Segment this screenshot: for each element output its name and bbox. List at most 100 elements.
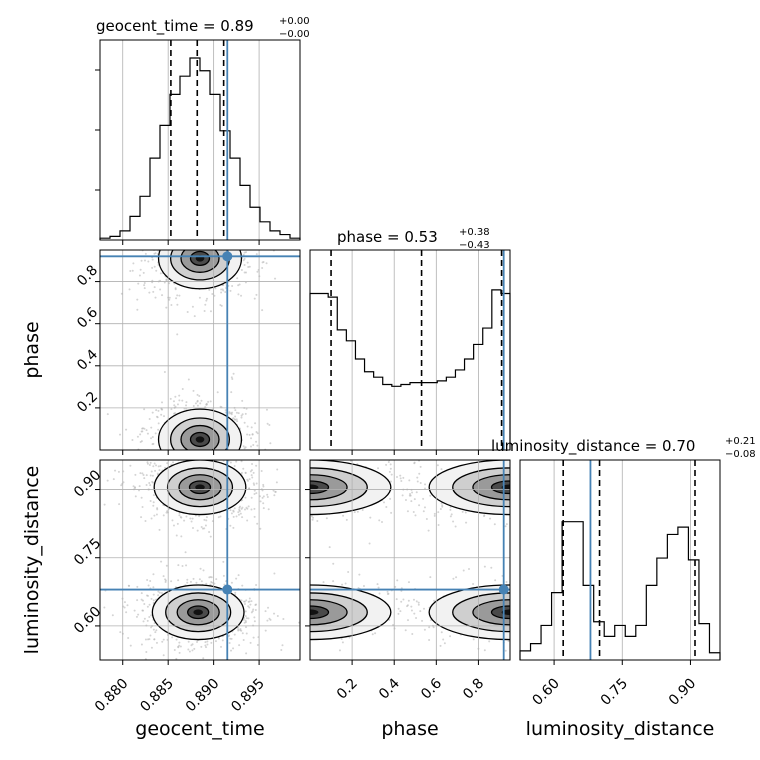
sample-point bbox=[214, 640, 217, 643]
sample-point bbox=[188, 247, 190, 249]
sample-point bbox=[188, 456, 190, 458]
sample-point bbox=[440, 631, 443, 634]
sample-point bbox=[249, 456, 251, 458]
sample-point bbox=[244, 615, 247, 618]
sample-point bbox=[449, 508, 452, 511]
sample-point bbox=[235, 577, 238, 580]
sample-point bbox=[237, 412, 240, 415]
sample-point bbox=[343, 457, 345, 459]
sample-point bbox=[175, 456, 177, 458]
sample-point bbox=[344, 582, 347, 585]
sample-point bbox=[166, 510, 169, 513]
sample-point bbox=[163, 370, 166, 373]
sample-point bbox=[377, 467, 380, 470]
sample-point bbox=[149, 474, 152, 477]
sample-point bbox=[185, 455, 187, 457]
sample-point bbox=[424, 487, 427, 490]
sample-point bbox=[380, 521, 383, 524]
sample-point bbox=[185, 453, 187, 455]
sample-point bbox=[204, 303, 207, 306]
sample-point bbox=[150, 437, 153, 440]
sample-point bbox=[135, 615, 138, 618]
sample-point bbox=[440, 502, 443, 505]
sample-point bbox=[315, 450, 317, 452]
sample-point bbox=[232, 647, 235, 650]
sample-point bbox=[490, 566, 493, 569]
sample-point bbox=[177, 564, 180, 567]
sample-point bbox=[154, 252, 157, 255]
sample-point bbox=[175, 456, 177, 458]
sample-point bbox=[272, 489, 275, 492]
panel-luminosity-distance-vs-geocent-time: 0.880 0.885 0.890 0.895 0.60 0.75 0.90 bbox=[71, 455, 301, 715]
sample-point bbox=[220, 304, 223, 307]
sample-point bbox=[144, 519, 147, 522]
sample-point bbox=[186, 311, 189, 314]
sample-point bbox=[358, 573, 361, 576]
sample-point bbox=[515, 620, 517, 622]
sample-point bbox=[322, 452, 324, 454]
title-luminosity-distance-sup: +0.21 bbox=[725, 436, 756, 447]
sample-point bbox=[195, 247, 197, 249]
sample-point bbox=[245, 246, 247, 248]
sample-point bbox=[240, 416, 243, 419]
sample-point bbox=[429, 576, 432, 579]
sample-point bbox=[493, 523, 496, 526]
sample-point bbox=[418, 504, 421, 507]
sample-point bbox=[245, 652, 248, 655]
sample-point bbox=[244, 619, 247, 622]
sample-point bbox=[142, 473, 145, 476]
sample-point bbox=[181, 388, 184, 391]
tick-label-y: 0.60 bbox=[71, 604, 104, 637]
sample-point bbox=[255, 440, 258, 443]
sample-point bbox=[125, 428, 128, 431]
sample-point bbox=[515, 662, 517, 664]
sample-point bbox=[158, 469, 161, 472]
sample-point bbox=[211, 581, 214, 584]
sample-point bbox=[252, 608, 255, 611]
sample-point bbox=[252, 471, 255, 474]
sample-point bbox=[256, 432, 259, 435]
sample-point bbox=[152, 494, 155, 497]
sample-point bbox=[146, 605, 149, 608]
sample-point bbox=[258, 455, 260, 457]
sample-point bbox=[181, 244, 183, 246]
sample-point bbox=[256, 444, 259, 447]
sample-point bbox=[158, 452, 160, 454]
sample-point bbox=[155, 243, 157, 245]
sample-point bbox=[154, 246, 156, 248]
sample-point bbox=[253, 620, 256, 623]
sample-point bbox=[514, 613, 516, 615]
sample-point bbox=[159, 465, 162, 468]
sample-point bbox=[162, 638, 165, 641]
sample-point bbox=[421, 619, 424, 622]
sample-point bbox=[205, 455, 207, 457]
sample-point bbox=[235, 241, 237, 243]
sample-point bbox=[201, 527, 204, 530]
sample-point bbox=[240, 242, 242, 244]
sample-point bbox=[386, 592, 389, 595]
sample-point bbox=[240, 414, 243, 417]
sample-point bbox=[239, 512, 242, 515]
sample-point bbox=[356, 510, 359, 513]
sample-point bbox=[234, 415, 237, 418]
sample-point bbox=[199, 567, 202, 570]
sample-point bbox=[195, 453, 197, 455]
panel-border bbox=[519, 459, 721, 661]
sample-point bbox=[262, 507, 265, 510]
sample-point bbox=[253, 243, 255, 245]
sample-point bbox=[514, 460, 516, 462]
sample-point bbox=[173, 649, 176, 652]
sample-point bbox=[250, 426, 253, 429]
sample-point bbox=[204, 641, 207, 644]
sample-point bbox=[193, 315, 196, 318]
sample-point bbox=[241, 584, 244, 587]
sample-point bbox=[162, 514, 165, 517]
sample-point bbox=[152, 573, 155, 576]
sample-point bbox=[179, 241, 181, 243]
sample-point bbox=[433, 512, 436, 515]
sample-point bbox=[188, 242, 190, 244]
sample-point bbox=[262, 502, 265, 505]
sample-point bbox=[146, 462, 149, 465]
sample-point bbox=[234, 409, 237, 412]
sample-point bbox=[253, 507, 256, 510]
